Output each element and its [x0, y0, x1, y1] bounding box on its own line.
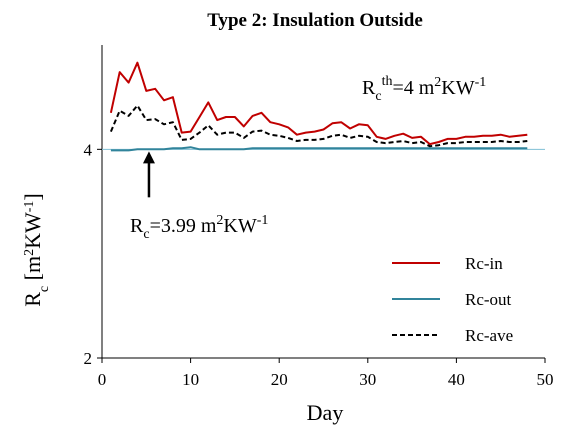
legend-label-rc-ave: Rc-ave	[465, 326, 513, 345]
x-tick-label-10: 10	[182, 370, 199, 389]
plot-area: 0 10 20 30 40 50 2 4	[84, 45, 554, 389]
series-line-rc-in	[109, 61, 528, 146]
legend: Rc-in Rc-out Rc-ave	[392, 254, 513, 345]
measured-arrowhead	[142, 151, 155, 164]
x-axis-title: Day	[307, 400, 344, 425]
x-tick-label-20: 20	[271, 370, 288, 389]
x-tick-label-50: 50	[537, 370, 554, 389]
chart-title: Type 2: Insulation Outside	[207, 10, 423, 31]
series-line-rc-out	[110, 146, 528, 152]
legend-label-rc-in: Rc-in	[465, 254, 503, 273]
y-axis-title: Rc [m2KW-1]	[20, 193, 52, 307]
x-tick-label-0: 0	[98, 370, 107, 389]
series-layer	[109, 61, 528, 152]
y-tick-label-2: 2	[84, 349, 93, 368]
x-tick-label-30: 30	[359, 370, 376, 389]
series-line-rc-ave	[109, 104, 528, 148]
x-tick-label-40: 40	[448, 370, 465, 389]
axis-ticks: 0 10 20 30 40 50 2 4	[84, 140, 554, 389]
y-tick-label-4: 4	[84, 140, 93, 159]
measured-annotation: Rc=3.99 m2KW-1	[130, 213, 268, 242]
threshold-annotation: Rcth=4 m2KW-1	[362, 74, 486, 104]
legend-label-rc-out: Rc-out	[465, 290, 512, 309]
